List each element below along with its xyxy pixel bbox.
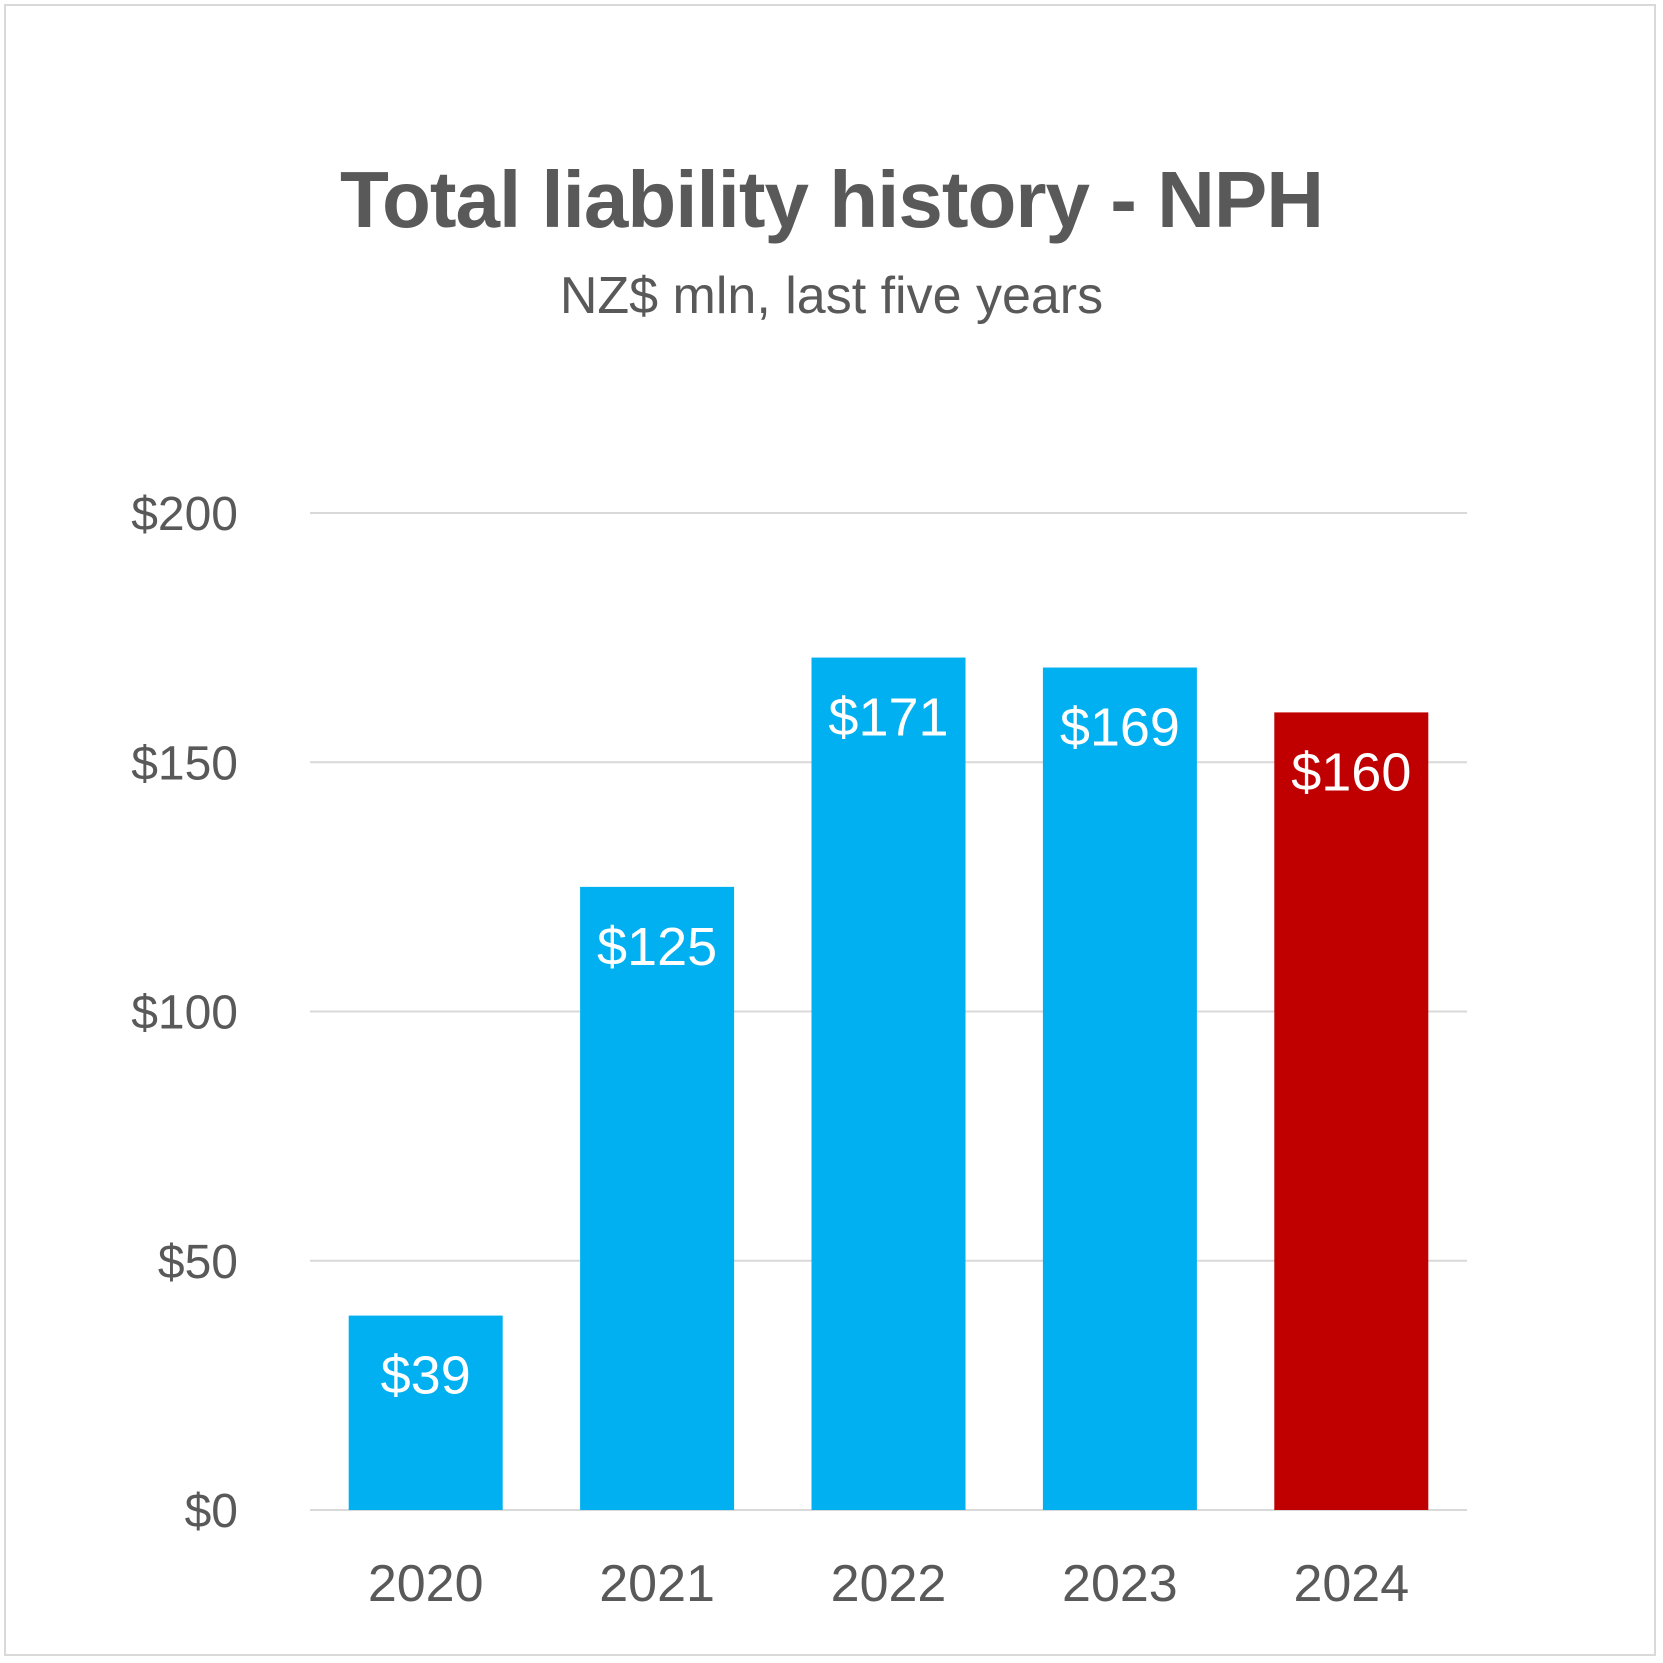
data-labels: $39 $125 $171 $169 $160 (381, 688, 1412, 1406)
y-tick-label: $200 (131, 488, 238, 541)
bar-2021 (580, 886, 735, 1510)
y-tick-label: $150 (131, 737, 238, 790)
data-label-2022: $171 (828, 688, 948, 748)
bar-2024 (1274, 712, 1429, 1510)
data-label-2021: $125 (597, 917, 717, 977)
bar-2022 (811, 657, 966, 1510)
data-label-2023: $169 (1060, 698, 1180, 758)
x-tick-label-2022: 2022 (831, 1555, 947, 1613)
y-tick-label: $0 (185, 1485, 238, 1538)
bars (348, 657, 1429, 1510)
data-label-2024: $160 (1291, 742, 1411, 802)
y-tick-label: $100 (131, 987, 238, 1040)
x-axis-category-labels: 2020 2021 2022 2023 2024 (368, 1555, 1409, 1613)
bar-2020 (348, 1315, 503, 1510)
x-tick-label-2020: 2020 (368, 1555, 484, 1613)
chart-title: Total liability history - NPH (340, 155, 1324, 244)
chart-subtitle: NZ$ mln, last five years (559, 267, 1104, 325)
x-tick-label-2023: 2023 (1062, 1555, 1178, 1613)
x-tick-label-2024: 2024 (1293, 1555, 1409, 1613)
data-label-2020: $39 (381, 1346, 471, 1406)
bar-2023 (1042, 667, 1197, 1510)
y-tick-label: $50 (158, 1236, 238, 1289)
y-axis-tick-labels: $0 $50 $100 $150 $200 (131, 488, 238, 1538)
x-tick-label-2021: 2021 (599, 1555, 715, 1613)
